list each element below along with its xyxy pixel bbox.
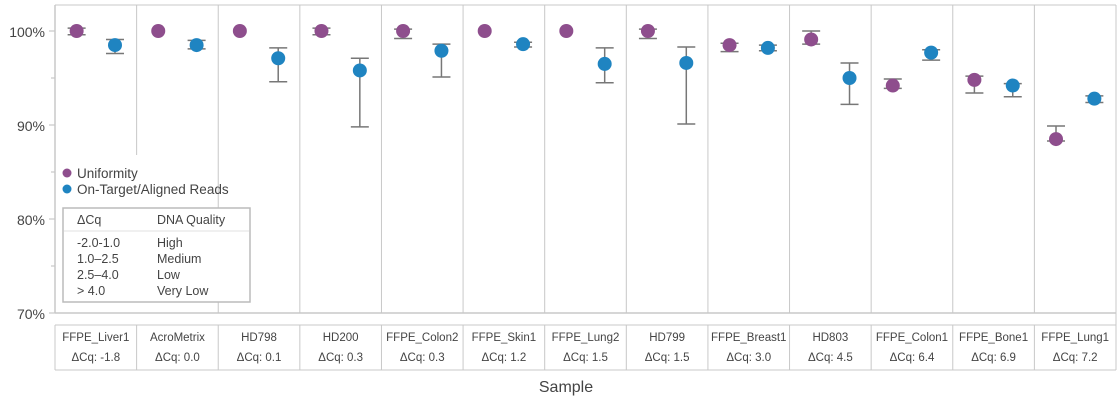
quality-row-label: Very Low [157,284,209,298]
uniformity-point [232,24,247,38]
uniformity-point [804,32,819,47]
uniformity-point [151,24,166,38]
on-target-point [516,37,531,52]
category-label: HD799 [649,332,685,344]
uniformity-point [1049,132,1064,147]
category-label: FFPE_Colon2 [386,332,458,344]
category-label: FFPE_Liver1 [62,332,129,344]
legend-marker-on-target [62,184,72,194]
delta-cq-label: ΔCq: -1.8 [72,352,121,364]
quality-table-box [62,207,251,303]
data-marks [67,24,1104,147]
category-label: FFPE_Lung1 [1041,332,1109,344]
category-labels: FFPE_Liver1 ΔCq: -1.8 AcroMetrix ΔCq: 0.0 HD… [62,332,1109,364]
delta-cq-label: ΔCq: 3.0 [726,352,771,364]
on-target-point [924,45,939,60]
delta-cq-label: ΔCq: 7.2 [1053,352,1098,364]
delta-cq-label: ΔCq: 6.9 [971,352,1016,364]
on-target-point [434,43,449,58]
quality-row-label: High [157,236,183,250]
uniformity-point [559,24,574,38]
on-target-point [842,71,857,85]
on-target-point [271,51,286,66]
uniformity-point [640,24,655,38]
y-axis: 100% 90% 80% 70% [9,24,45,322]
quality-row-range: > 4.0 [77,284,105,298]
category-label: HD803 [812,332,848,344]
delta-cq-label: ΔCq: 1.2 [482,352,527,364]
uniformity-point [314,24,329,38]
quality-row-label: Medium [157,252,201,266]
delta-cq-label: ΔCq: 4.5 [808,352,853,364]
category-label: FFPE_Bone1 [959,332,1028,344]
quality-row-range: -2.0-1.0 [77,236,120,250]
y-tick-label-70: 70% [17,306,45,322]
on-target-point [1005,78,1020,93]
y-tick-label-80: 80% [17,212,45,228]
dna-quality-table: ΔCq DNA Quality -2.0-1.0 High 1.0–2.5 Me… [62,207,251,303]
uniformity-point [69,24,84,38]
quality-table-header-cq: ΔCq [77,213,101,227]
legend-marker-uniformity [62,168,72,178]
delta-cq-label: ΔCq: 1.5 [563,352,608,364]
category-label: FFPE_Colon1 [876,332,948,344]
legend-label-uniformity: Uniformity [77,166,138,181]
category-label: FFPE_Skin1 [472,332,537,344]
on-target-point [597,56,612,71]
delta-cq-label: ΔCq: 0.3 [400,352,445,364]
on-target-point [679,55,694,70]
quality-table-header-quality: DNA Quality [157,213,226,227]
category-label: HD200 [323,332,359,344]
on-target-point [1087,91,1102,106]
category-label: FFPE_Lung2 [552,332,620,344]
quality-row-label: Low [157,268,181,282]
quality-row-range: 1.0–2.5 [77,252,119,266]
on-target-point [352,63,367,78]
x-axis-title: Sample [539,379,593,396]
quality-row-range: 2.5–4.0 [77,268,119,282]
uniformity-point [967,72,982,87]
plot-frame [49,4,1117,371]
delta-cq-label: ΔCq: 0.0 [155,352,200,364]
on-target-point [189,38,204,53]
category-label: HD798 [241,332,277,344]
y-tick-label-90: 90% [17,118,45,134]
delta-cq-label: ΔCq: 0.3 [318,352,363,364]
legend: Uniformity On-Target/Aligned Reads [62,166,229,197]
category-label: AcroMetrix [150,332,205,344]
y-tick-label-100: 100% [9,24,45,40]
uniformity-point [477,24,492,38]
legend-label-on-target: On-Target/Aligned Reads [77,182,229,197]
delta-cq-label: ΔCq: 6.4 [890,352,935,364]
on-target-point [107,38,122,53]
on-target-point [760,40,775,55]
delta-cq-label: ΔCq: 0.1 [237,352,282,364]
uniformity-point [885,78,900,93]
category-label: FFPE_Breast1 [711,332,786,344]
uniformity-point [722,38,737,53]
uniformity-point [396,24,411,38]
delta-cq-label: ΔCq: 1.5 [645,352,690,364]
